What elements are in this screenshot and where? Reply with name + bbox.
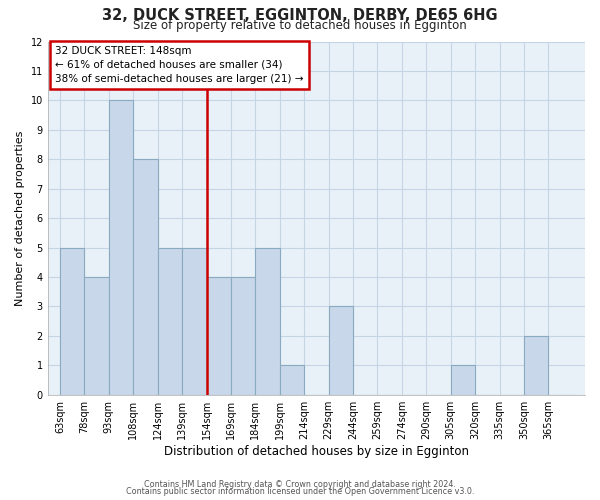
Bar bbox=[280, 366, 304, 394]
Bar bbox=[329, 306, 353, 394]
Bar bbox=[133, 159, 158, 394]
Bar bbox=[231, 277, 256, 394]
Bar bbox=[109, 100, 133, 395]
Bar bbox=[60, 248, 85, 394]
Bar bbox=[158, 248, 182, 394]
Y-axis label: Number of detached properties: Number of detached properties bbox=[15, 130, 25, 306]
Text: Contains public sector information licensed under the Open Government Licence v3: Contains public sector information licen… bbox=[126, 488, 474, 496]
Text: 32 DUCK STREET: 148sqm
← 61% of detached houses are smaller (34)
38% of semi-det: 32 DUCK STREET: 148sqm ← 61% of detached… bbox=[55, 46, 304, 84]
X-axis label: Distribution of detached houses by size in Egginton: Distribution of detached houses by size … bbox=[164, 444, 469, 458]
Text: Contains HM Land Registry data © Crown copyright and database right 2024.: Contains HM Land Registry data © Crown c… bbox=[144, 480, 456, 489]
Bar bbox=[451, 366, 475, 394]
Bar bbox=[256, 248, 280, 394]
Bar bbox=[206, 277, 231, 394]
Bar bbox=[182, 248, 206, 394]
Bar bbox=[524, 336, 548, 394]
Text: Size of property relative to detached houses in Egginton: Size of property relative to detached ho… bbox=[133, 18, 467, 32]
Bar bbox=[85, 277, 109, 394]
Text: 32, DUCK STREET, EGGINTON, DERBY, DE65 6HG: 32, DUCK STREET, EGGINTON, DERBY, DE65 6… bbox=[102, 8, 498, 22]
